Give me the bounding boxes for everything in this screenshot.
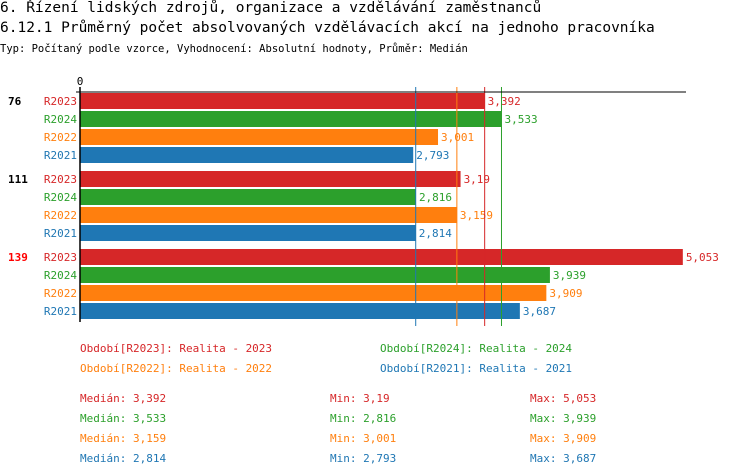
bar: [80, 93, 485, 109]
bar: [80, 225, 416, 241]
chart-title: 6.12.1 Průměrný počet absolvovaných vzdě…: [0, 20, 655, 36]
bar: [80, 129, 439, 145]
data-label: 3,001: [441, 131, 474, 144]
bar: [80, 249, 683, 265]
stat-min: Min: 3,19: [330, 392, 390, 405]
bar: [80, 303, 520, 319]
series-label: R2024: [44, 191, 77, 204]
series-label: R2022: [44, 287, 77, 300]
stat-max: Max: 3,939: [530, 412, 597, 425]
stat-median: Medián: 2,814: [80, 452, 167, 465]
data-label: 3,687: [523, 305, 556, 318]
stat-median: Medián: 3,159: [80, 432, 167, 445]
data-label: 3,533: [504, 113, 537, 126]
stat-max: Max: 3,909: [530, 432, 597, 445]
category-label: 76: [8, 95, 22, 108]
series-label: R2021: [44, 149, 77, 162]
data-label: 2,814: [419, 227, 452, 240]
series-label: R2022: [44, 131, 77, 144]
bar: [80, 147, 414, 163]
page-title: 6. Řízení lidských zdrojů, organizace a …: [0, 0, 542, 16]
bar: [80, 207, 457, 223]
series-label: R2021: [44, 227, 77, 240]
category-label: 111: [8, 173, 28, 186]
legend-item: Období[R2022]: Realita - 2022: [80, 362, 273, 375]
data-label: 5,053: [686, 251, 719, 264]
series-label: R2024: [44, 269, 77, 282]
legend-item: Období[R2023]: Realita - 2023: [80, 342, 273, 355]
x-tick-label: 0: [77, 75, 84, 88]
chart-info: Typ: Počítaný podle vzorce, Vyhodnocení:…: [0, 43, 468, 55]
data-label: 3,19: [464, 173, 491, 186]
series-label: R2024: [44, 113, 77, 126]
legend-item: Období[R2021]: Realita - 2021: [380, 362, 573, 375]
stat-min: Min: 2,816: [330, 412, 397, 425]
stat-max: Max: 5,053: [530, 392, 597, 405]
stat-max: Max: 3,687: [530, 452, 597, 465]
data-label: 3,939: [553, 269, 586, 282]
stat-min: Min: 2,793: [330, 452, 397, 465]
series-label: R2023: [44, 173, 77, 186]
bar: [80, 285, 547, 301]
data-label: 3,159: [460, 209, 493, 222]
data-label: 2,816: [419, 191, 452, 204]
category-label: 139: [8, 251, 28, 264]
data-label: 3,392: [488, 95, 521, 108]
data-label: 2,793: [416, 149, 449, 162]
stat-median: Medián: 3,392: [80, 392, 167, 405]
series-label: R2021: [44, 305, 77, 318]
bar-chart: 76 R2023 3,392 R2024 3,533 R2022 3,001 R2021 2,7…: [8, 75, 719, 326]
stat-median: Medián: 3,533: [80, 412, 167, 425]
stat-min: Min: 3,001: [330, 432, 397, 445]
bar: [80, 189, 416, 205]
series-label: R2023: [44, 251, 77, 264]
bar: [80, 267, 550, 283]
data-label: 3,909: [549, 287, 582, 300]
legend-item: Období[R2024]: Realita - 2024: [380, 342, 573, 355]
series-label: R2022: [44, 209, 77, 222]
bar: [80, 111, 502, 127]
series-label: R2023: [44, 95, 77, 108]
bar: [80, 171, 461, 187]
